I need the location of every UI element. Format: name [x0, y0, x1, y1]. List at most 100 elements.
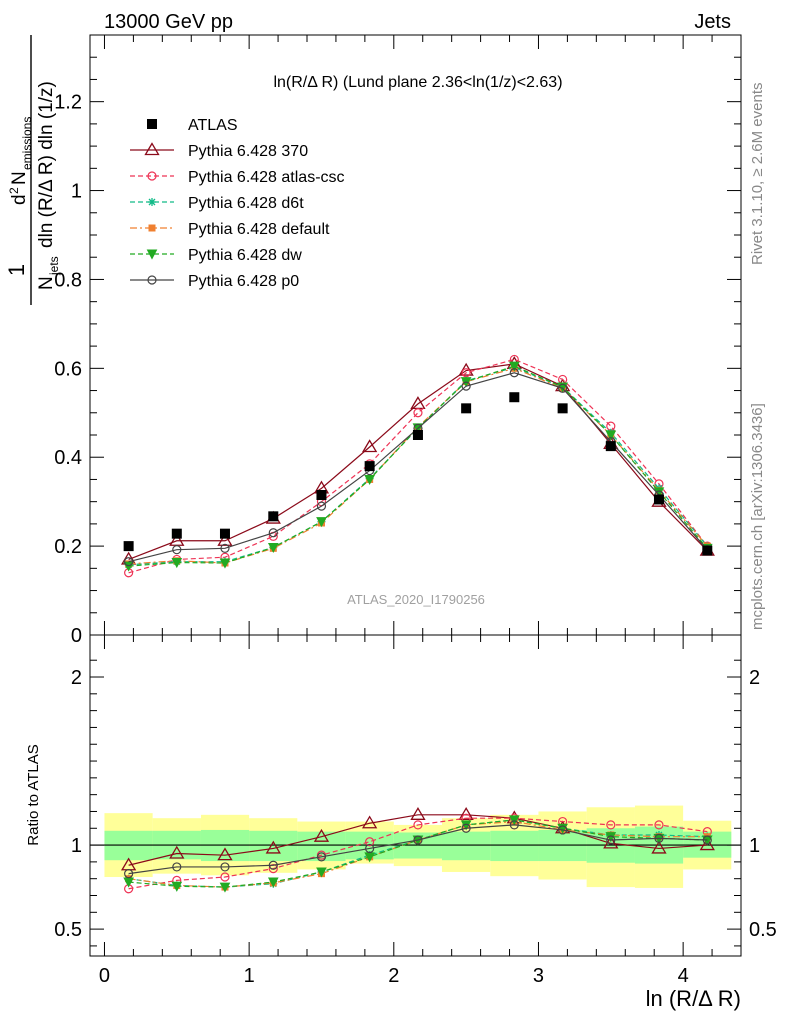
legend-marker — [147, 119, 157, 129]
ratio-series-marker-5 — [316, 852, 327, 862]
main-series-marker-4 — [171, 558, 183, 569]
main-series-marker-4 — [267, 542, 279, 554]
main-y-axis-label: 1 d 2 N emissions N jets dln (R/Δ R) dln… — [4, 35, 61, 305]
ratio-band-inner — [249, 830, 298, 862]
legend-entry-label: Pythia 6.428 p0 — [188, 273, 299, 290]
main-series-marker-5 — [509, 368, 519, 378]
ratio-frame — [89, 634, 742, 957]
process-label: Jets — [694, 11, 731, 33]
legend-entry-label: ATLAS — [188, 117, 238, 134]
main-series-marker-0 — [410, 396, 426, 410]
legend-marker — [148, 198, 156, 206]
ratio-y-tick-label: 1 — [71, 835, 82, 857]
atlas-data-point — [557, 403, 568, 414]
legend-marker — [148, 224, 156, 232]
ratio-series-marker-4 — [267, 877, 279, 888]
main-series-marker-5 — [220, 543, 230, 553]
ratio-series-marker-0 — [313, 828, 330, 842]
main-series-marker-5 — [558, 383, 568, 393]
ratio-series-marker-0 — [458, 807, 474, 820]
atlas-data-point — [123, 541, 134, 552]
x-tick-label: 4 — [678, 965, 689, 987]
ratio-series-marker-1 — [365, 837, 375, 847]
legend-entry-label: Pythia 6.428 370 — [188, 143, 308, 160]
ylabel-d-sup: 2 — [7, 187, 21, 194]
ratio-series-marker-5 — [461, 823, 471, 833]
ratio-band-inner — [441, 831, 491, 861]
ratio-band-inner — [490, 830, 539, 862]
ratio-series-marker-4 — [219, 882, 231, 893]
ratio-series-marker-0 — [410, 807, 426, 820]
ylabel-N: N — [9, 171, 30, 185]
atlas-data-point — [605, 441, 616, 452]
ratio-series-marker-0 — [217, 847, 233, 861]
main-y-tick-label: 0.8 — [54, 269, 82, 291]
main-y-tick-label: 1 — [71, 181, 82, 203]
ylabel-d: d — [9, 194, 30, 205]
main-series-line-4 — [128, 365, 708, 567]
main-series-marker-4 — [219, 558, 231, 569]
ratio-series-line-1 — [128, 817, 708, 890]
main-series-marker-4 — [316, 517, 327, 528]
ratio-y-tick-label-right: 1 — [749, 835, 760, 857]
ratio-y-tick-label: 2 — [71, 667, 82, 689]
x-tick-label: 3 — [533, 965, 544, 987]
main-series-marker-0 — [217, 533, 233, 546]
ratio-series-marker-0 — [699, 837, 715, 851]
ratio-series-marker-0 — [362, 815, 378, 829]
main-series-marker-5 — [316, 501, 327, 511]
legend-entry-label: Pythia 6.428 atlas-csc — [188, 169, 345, 186]
ratio-y-tick-label-right: 2 — [749, 667, 760, 689]
ratio-series-line-5 — [128, 824, 708, 875]
ratio-series-marker-5 — [702, 835, 712, 845]
main-series-marker-5 — [461, 381, 471, 391]
ratio-series-marker-5 — [509, 820, 519, 830]
ylabel-jets: jets — [47, 256, 61, 276]
ratio-series-marker-5 — [365, 843, 375, 854]
ratio-series-marker-0 — [169, 845, 185, 859]
ratio-series-marker-1 — [654, 820, 664, 830]
main-series-marker-4 — [508, 361, 520, 372]
main-series-marker-4 — [364, 474, 375, 486]
main-series-line-5 — [128, 372, 708, 563]
rivet-label: Rivet 3.1.10, ≥ 2.6M events — [749, 83, 766, 266]
ylabel-denominator: N jets dln (R/Δ R) dln (1/z) — [36, 81, 61, 290]
main-title: ln(R/Δ R) (Lund plane 2.36<ln(1/z)<2.63) — [273, 74, 562, 91]
ratio-series-marker-0 — [651, 840, 667, 854]
ratio-series — [120, 807, 715, 894]
atlas-data-point — [509, 392, 520, 403]
atlas-data-point — [364, 461, 375, 472]
ratio-series-marker-5 — [220, 862, 230, 872]
main-series-marker-5 — [172, 545, 182, 555]
legend-marker — [147, 275, 157, 285]
atlas-data-point — [316, 490, 327, 500]
main-series-marker-5 — [124, 557, 134, 567]
ratio-series-marker-4 — [171, 881, 183, 892]
main-y-tick-label: 0 — [71, 625, 82, 647]
ratio-series-marker-5 — [558, 825, 568, 835]
ratio-series-marker-1 — [413, 820, 423, 830]
main-series-marker-0 — [362, 439, 378, 453]
ratio-series-marker-5 — [124, 869, 134, 879]
analysis-label: ATLAS_2020_I1790256 — [347, 592, 485, 607]
source-label: mcplots.cern.ch [arXiv:1306.3436] — [749, 403, 766, 630]
ratio-ticks: 0.5 0.5 1 1 2 2 0 1 2 3 4 — [54, 635, 777, 987]
ratio-series-marker-5 — [606, 835, 616, 845]
legend-entry-label: Pythia 6.428 dw — [188, 247, 302, 264]
main-y-tick-label: 0.2 — [54, 536, 82, 558]
ratio-series-marker-5 — [172, 862, 182, 872]
main-series-marker-4 — [123, 561, 134, 572]
main-panel: 0 0.2 0.4 0.6 0.8 1 1.2 ln(R/Δ R) (Lund plane … — [54, 34, 742, 647]
main-series-marker-4 — [605, 430, 617, 441]
x-tick-label: 0 — [99, 965, 110, 987]
legend-marker — [146, 249, 158, 260]
ratio-series-marker-1 — [220, 872, 230, 882]
main-series-marker-1 — [413, 408, 423, 418]
main-series-line-1 — [128, 358, 708, 574]
legend: ATLAS Pythia 6.428 370 Pythia 6.428 atlas-… — [130, 117, 345, 290]
atlas-data-point — [219, 528, 230, 539]
ratio-series-marker-1 — [606, 820, 616, 830]
main-series-line-0 — [128, 363, 708, 561]
ratio-series-marker-5 — [268, 860, 278, 870]
